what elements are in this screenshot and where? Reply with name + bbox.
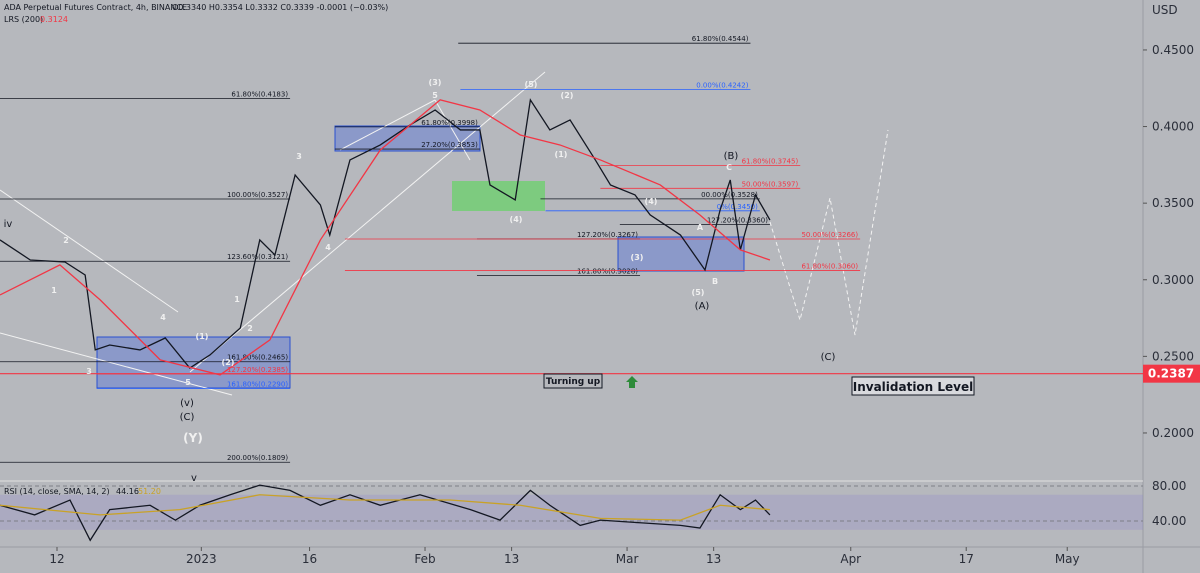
wave-label: A [697, 223, 704, 232]
fib-label: 161.80%(0.2465) [227, 354, 288, 362]
x-tick-label: Mar [616, 552, 639, 566]
x-tick-label: 17 [959, 552, 974, 566]
fib-label: 0.00%(0.4242) [696, 81, 748, 89]
wave-labels: iv 2 1 3 4 (1) (2) 5 (v) (C) (Y) 1 2 3 4… [4, 78, 836, 484]
wave-label: 3 [86, 367, 92, 376]
fib-label: 161.80%(0.3028) [577, 267, 638, 275]
fib-label: 27.20%(0.3853) [421, 141, 478, 149]
wave-label: 2 [63, 236, 69, 245]
fib-label: 127.20%(0.2385) [227, 366, 288, 374]
x-tick-label: May [1055, 552, 1080, 566]
zone [617, 236, 745, 272]
fib-label: 0%(0.3450) [717, 203, 758, 211]
x-tick-label: Feb [414, 552, 435, 566]
invalidation-label: Invalidation Level [853, 380, 974, 394]
wave-label: (C) [821, 352, 836, 363]
trendlines [0, 71, 889, 396]
fib-label: 61.80%(0.4183) [231, 91, 288, 99]
y-tick-label: 0.2000 [1152, 426, 1194, 440]
arrow-icon [626, 376, 638, 388]
series-line [0, 494, 770, 521]
fib-label: 50.00%(0.3266) [801, 231, 858, 239]
series-line [0, 98, 771, 369]
wave-label: (1) [196, 332, 209, 341]
header-ohlc: O0.3340 H0.3354 L0.3332 C0.3339 -0.0001 … [172, 3, 388, 12]
price-tag [1143, 364, 1200, 383]
y-tick-label: 0.3500 [1152, 196, 1194, 210]
x-tick-label: 13 [504, 552, 519, 566]
price-tag-label: 0.2387 [1148, 367, 1194, 381]
fib-label: 161.80%(0.2290) [227, 381, 288, 389]
indicator-name: LRS (200) [4, 15, 43, 24]
indicator-value: 0.3124 [40, 15, 68, 24]
wave-label: v [191, 473, 197, 484]
wave-label: (C) [180, 412, 195, 423]
zone [452, 181, 545, 211]
wave-label: (5) [692, 288, 705, 297]
rsi-title: RSI (14, close, SMA, 14, 2) [4, 487, 110, 496]
wave-label: 5 [432, 91, 438, 100]
fib-label: 127.20%(0.3360) [707, 217, 768, 225]
axis: USD 0.4500 0.4000 0.3500 0.3000 0.2500 0.2000… [49, 3, 1194, 566]
y-tick-label: 80.00 [1152, 479, 1186, 493]
wave-label: (1) [555, 150, 568, 159]
currency: USD [1152, 3, 1178, 17]
x-tick-label: 12 [49, 552, 64, 566]
wave-label: (Y) [183, 431, 203, 445]
wave-label: (v) [180, 398, 194, 409]
wave-label: (3) [429, 78, 442, 87]
fib-label: 61.80%(0.3745) [742, 158, 799, 166]
rsi-value: 44.16 [116, 487, 139, 496]
series-line [0, 99, 771, 376]
wave-label: 5 [185, 378, 191, 387]
fib-label: 127.20%(0.3267) [577, 231, 638, 239]
wave-label: (B) [724, 151, 739, 162]
note: Turning up [546, 377, 601, 387]
wave-label: 4 [160, 313, 166, 322]
wave-label: B [712, 277, 718, 286]
fib-label: 100.00%(0.3527) [227, 191, 288, 199]
fib-label: 200.00%(0.1809) [227, 454, 288, 462]
x-tick-label: 2023 [186, 552, 217, 566]
wave-label: 4 [325, 243, 331, 252]
fib-label: 50.00%(0.3597) [742, 180, 799, 188]
y-tick-label: 0.4500 [1152, 43, 1194, 57]
wave-label: (4) [645, 197, 658, 206]
invalidation-box [851, 376, 975, 396]
fib-label: 61.80%(0.4544) [692, 35, 749, 43]
wave-label: (A) [695, 301, 710, 312]
note-box [543, 373, 603, 389]
wave-label: iv [4, 219, 13, 230]
wave-label: C [726, 163, 732, 172]
y-tick-label: 0.3000 [1152, 273, 1194, 287]
wave-label: 1 [51, 286, 57, 295]
wave-label: (2) [222, 358, 235, 367]
wave-label: (3) [631, 253, 644, 262]
wave-label: 1 [234, 295, 240, 304]
wave-label: 3 [296, 152, 302, 161]
fib-label: 00.00%(0.3528) [701, 191, 758, 199]
rsi-band [0, 494, 1143, 530]
x-tick-label: 13 [706, 552, 721, 566]
x-tick-label: 16 [302, 552, 317, 566]
y-tick-label: 0.2500 [1152, 349, 1194, 363]
wave-label: (4) [510, 215, 523, 224]
fib-label: 123.60%(0.3121) [227, 253, 288, 261]
fib-label: 61.80%(0.3998) [421, 119, 478, 127]
wave-label: (5) [525, 80, 538, 89]
y-tick-label: 40.00 [1152, 514, 1186, 528]
fib-label: 61.80%(0.3060) [801, 263, 858, 271]
wave-label: (2) [561, 91, 574, 100]
y-tick-label: 0.4000 [1152, 120, 1194, 134]
header-title: ADA Perpetual Futures Contract, 4h, BINA… [4, 3, 187, 12]
wave-label: 2 [247, 324, 253, 333]
zone [96, 336, 291, 389]
rsi-sma-value: 51.20 [138, 487, 161, 496]
x-tick-label: Apr [840, 552, 861, 566]
